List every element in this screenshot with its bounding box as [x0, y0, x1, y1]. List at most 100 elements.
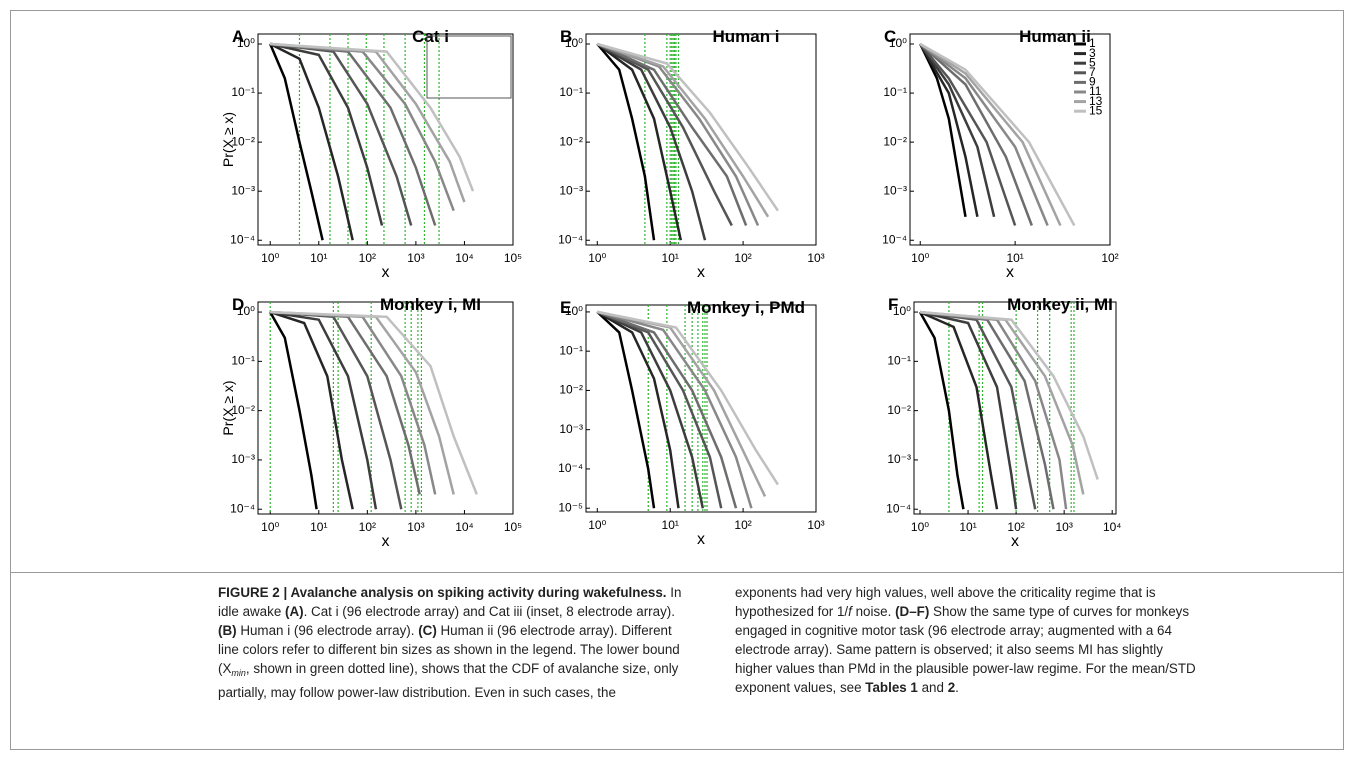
cdf-line: [919, 43, 979, 218]
x-tick-label: 10⁰: [911, 520, 929, 534]
panel-letter: D: [232, 295, 244, 314]
y-tick-label: 10⁰: [565, 304, 583, 318]
caption-text: engaged in cognitive motor task (96 elec…: [735, 623, 1172, 638]
figure-frame: [10, 10, 1344, 750]
caption-line: exponent values, see Tables 1 and 2.: [735, 678, 1196, 697]
cdf-line: [596, 310, 656, 509]
cdf-line: [919, 43, 1033, 226]
legend-label: 7: [1089, 65, 1096, 79]
x-axis-label: x: [382, 264, 390, 281]
cdf-line: [596, 42, 748, 226]
x-tick-label: 10⁵: [504, 251, 522, 265]
panel-title: Monkey i, MI: [380, 295, 481, 314]
cdf-line: [270, 310, 378, 510]
y-axis-label: Pr(X ≥ x): [220, 112, 236, 167]
caption-text: exponents had very high values, well abo…: [735, 585, 1156, 600]
y-tick-label: 10⁻¹: [231, 354, 255, 368]
y-tick-label: 10⁻²: [883, 134, 907, 148]
y-tick-label: 10⁻⁴: [558, 461, 583, 475]
caption-text: exponent values, see: [735, 680, 866, 695]
cdf-line: [919, 310, 1018, 510]
cdf-line: [596, 310, 705, 509]
x-tick-label: 10¹: [662, 518, 679, 532]
panel-letter: B: [560, 27, 572, 46]
x-tick-label: 10⁴: [455, 251, 474, 265]
caption-line: exponents had very high values, well abo…: [735, 583, 1196, 602]
cdf-line: [269, 311, 318, 510]
y-tick-label: 10⁻¹: [559, 85, 583, 99]
cdf-line: [269, 43, 324, 241]
x-tick-label: 10⁵: [504, 520, 522, 534]
x-axis-label: x: [697, 531, 705, 548]
x-tick-label: 10³: [807, 518, 824, 532]
caption-line: electrode array). Same pattern is observ…: [735, 640, 1196, 659]
y-tick-label: 10⁻⁵: [558, 500, 583, 514]
panel-letter: C: [884, 27, 896, 46]
caption-text: electrode array). Same pattern is observ…: [735, 642, 1163, 657]
x-tick-label: 10²: [734, 251, 751, 265]
caption-text: and: [917, 680, 948, 695]
x-tick-label: 10⁴: [1103, 520, 1122, 534]
y-tick-label: 10⁻¹: [231, 85, 255, 99]
caption-text: min: [231, 668, 246, 678]
legend-label: 1: [1089, 36, 1096, 50]
x-tick-label: 10²: [1101, 251, 1118, 265]
x-tick-label: 10¹: [310, 251, 327, 265]
y-tick-label: 10⁰: [889, 36, 907, 50]
y-tick-label: 10⁻⁴: [886, 501, 911, 515]
cdf-line: [919, 42, 1076, 227]
cdf-line: [596, 42, 707, 241]
x-axis-label: x: [697, 264, 705, 281]
caption-text: . Cat i (96 electrode array) and Cat iii…: [303, 604, 675, 619]
caption-line: idle awake (A). Cat i (96 electrode arra…: [218, 602, 681, 621]
panel-letter: F: [888, 295, 898, 314]
cdf-line: [270, 310, 478, 495]
caption-line: (B) Human i (96 electrode array). (C) Hu…: [218, 621, 681, 640]
caption-left: FIGURE 2 | Avalanche analysis on spiking…: [218, 583, 681, 702]
cdf-line: [596, 43, 656, 241]
x-tick-label: 10¹: [310, 520, 327, 534]
legend-label: 9: [1089, 75, 1096, 89]
cdf-line: [919, 310, 1099, 480]
cdf-line: [919, 43, 996, 218]
y-tick-label: 10⁰: [237, 304, 255, 318]
x-tick-label: 10²: [359, 251, 376, 265]
caption-text: higher values than PMd in the plausible …: [735, 661, 1196, 676]
cdf-line: [596, 42, 779, 212]
legend-label: 15: [1089, 103, 1103, 117]
y-tick-label: 10⁻¹: [559, 343, 583, 357]
panel-letter: A: [232, 27, 244, 46]
y-tick-label: 10⁻³: [231, 452, 255, 466]
caption-text: In: [666, 585, 682, 600]
inset: [426, 35, 512, 99]
x-tick-label: 10³: [1055, 520, 1072, 534]
caption-line: FIGURE 2 | Avalanche analysis on spiking…: [218, 583, 681, 602]
cdf-line: [918, 311, 965, 510]
caption-line: engaged in cognitive motor task (96 elec…: [735, 621, 1196, 640]
cdf-line: [919, 42, 1062, 227]
cdf-line: [269, 310, 354, 510]
x-tick-label: 10³: [807, 251, 824, 265]
cdf-line: [596, 42, 770, 218]
x-tick-label: 10²: [359, 520, 376, 534]
y-tick-label: 10⁻⁴: [558, 232, 583, 246]
panel-title: Monkey i, PMd: [687, 298, 805, 317]
y-tick-label: 10⁰: [237, 36, 255, 50]
y-tick-label: 10⁰: [565, 36, 583, 50]
legend-label: 5: [1089, 55, 1096, 69]
legend-label: 11: [1089, 84, 1102, 98]
y-tick-label: 10⁻⁴: [882, 232, 907, 246]
x-tick-label: 10¹: [662, 251, 679, 265]
x-tick-label: 10²: [734, 518, 751, 532]
cdf-line: [596, 42, 683, 241]
legend-label: 3: [1089, 46, 1096, 60]
cdf-line: [919, 310, 999, 510]
y-tick-label: 10⁻³: [887, 452, 911, 466]
y-tick-label: 10⁰: [893, 304, 911, 318]
y-tick-label: 10⁻⁴: [230, 501, 255, 515]
panel-title: Monkey ii, MI: [1007, 295, 1113, 314]
cdf-line: [919, 43, 1017, 226]
caption-text: (C): [418, 623, 437, 638]
y-axis-label: Pr(X ≥ x): [220, 380, 236, 435]
